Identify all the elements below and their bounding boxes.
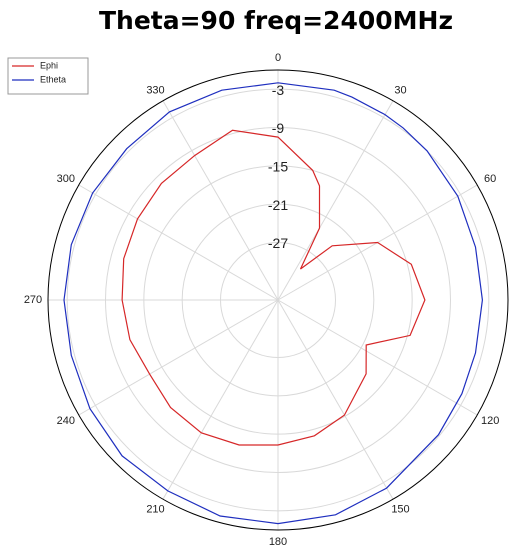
legend-label: Ephi (40, 60, 58, 70)
grid-spoke (277, 299, 478, 416)
r-tick-label: -9 (272, 120, 285, 136)
r-tick-label: -21 (268, 197, 288, 213)
legend-box (7, 57, 89, 95)
grid-spoke (78, 299, 279, 416)
angle-tick-label: 150 (391, 503, 409, 515)
grid-spoke (277, 299, 394, 500)
angle-tick-label: 30 (394, 84, 406, 96)
series-line (121, 129, 426, 446)
angle-tick-label: 180 (269, 536, 287, 548)
angle-tick-label: 240 (57, 415, 75, 427)
r-tick-label: -27 (268, 235, 288, 251)
outer-ring (47, 69, 509, 531)
chart-title: Theta=90 freq=2400MHz (99, 6, 453, 35)
grid-spoke (162, 299, 279, 500)
angle-tick-label: 0 (275, 52, 281, 64)
grid-spoke (78, 184, 279, 301)
series-line (63, 82, 484, 525)
angle-tick-label: 330 (146, 84, 164, 96)
angle-tick-label: 270 (24, 294, 42, 306)
grid-spoke (162, 100, 279, 301)
grid-spoke (277, 100, 394, 301)
angle-tick-label: 120 (481, 415, 499, 427)
angle-tick-label: 300 (57, 173, 75, 185)
r-tick-label: -3 (272, 82, 285, 98)
legend-label: Etheta (40, 74, 66, 84)
r-tick-label: -15 (268, 159, 288, 175)
angle-tick-label: 210 (146, 503, 164, 515)
angle-tick-label: 60 (484, 173, 496, 185)
